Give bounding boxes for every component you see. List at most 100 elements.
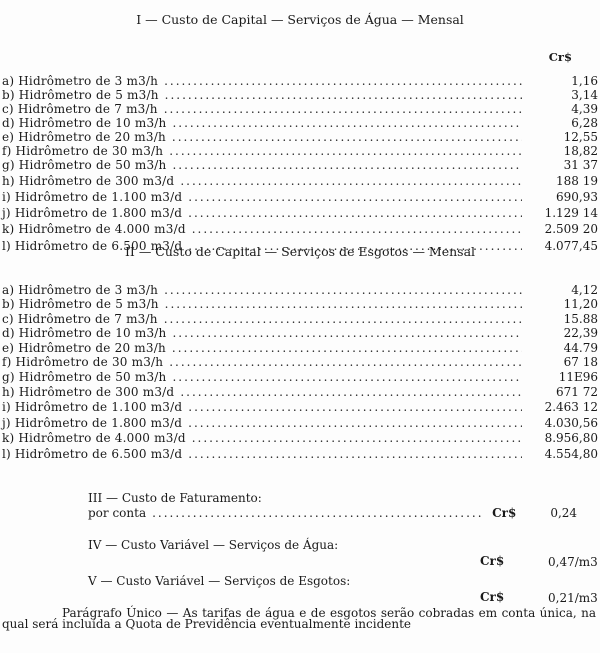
section-2-title: II — Custo de Capital — Serviços de Esgo…	[124, 244, 476, 259]
row-label: d) Hidrômetro de 10 m3/h	[2, 116, 167, 130]
table-row: e) Hidrômetro de 20 m3/h 12,55	[2, 130, 598, 145]
leader-dots	[164, 283, 522, 297]
paragraph-unico: Parágrafo Único — As tarifas de água e d…	[2, 606, 596, 631]
leader-dots	[165, 297, 522, 311]
row-value: 44.79	[563, 341, 598, 355]
row-label: e) Hidrômetro de 20 m3/h	[2, 341, 166, 355]
section-3-label: por conta	[88, 506, 147, 520]
table-row: c) Hidrômetro de 7 m3/h 4,39	[2, 102, 598, 117]
table-row: b) Hidrômetro de 5 m3/h 11,20	[2, 297, 598, 312]
table-row: c) Hidrômetro de 7 m3/h 15.88	[2, 312, 598, 327]
section-5-currency: Cr$	[480, 590, 505, 604]
table-row: e) Hidrômetro de 20 m3/h 44.79	[2, 341, 598, 356]
leader-dots	[172, 370, 522, 384]
row-label: h) Hidrômetro de 300 m3/d	[2, 385, 175, 399]
row-value: 690,93	[556, 190, 598, 204]
row-label: f) Hidrômetro de 30 m3/h	[2, 355, 164, 369]
leader-dots	[188, 190, 522, 204]
row-label: h) Hidrômetro de 300 m3/d	[2, 174, 175, 188]
section-4-currency: Cr$	[480, 554, 505, 568]
leader-dots	[188, 206, 522, 220]
row-label: l) Hidrômetro de 6.500 m3/d	[2, 239, 183, 253]
row-value: 31 37	[563, 158, 598, 172]
row-label: b) Hidrômetro de 5 m3/h	[2, 297, 159, 311]
row-label: j) Hidrômetro de 1.800 m3/d	[2, 416, 183, 430]
leader-dots	[192, 431, 522, 445]
section-3-row: por conta ..............................…	[88, 506, 578, 520]
leader-dots	[164, 102, 522, 116]
section-5-value: 0,21/m3	[548, 591, 598, 605]
row-value: 11,20	[563, 297, 598, 311]
section-3-value: 0,24	[550, 506, 578, 520]
section-4-title: IV — Custo Variável — Serviços de Água:	[88, 538, 339, 552]
row-label: c) Hidrômetro de 7 m3/h	[2, 312, 158, 326]
table-row: j) Hidrômetro de 1.800 m3/d 4.030,56	[2, 416, 598, 431]
row-label: e) Hidrômetro de 20 m3/h	[2, 130, 166, 144]
row-label: g) Hidrômetro de 50 m3/h	[2, 370, 167, 384]
table-row: g) Hidrômetro de 50 m3/h 31 37	[2, 158, 598, 173]
row-label: g) Hidrômetro de 50 m3/h	[2, 158, 167, 172]
row-value: 4.030,56	[544, 416, 598, 430]
row-label: b) Hidrômetro de 5 m3/h	[2, 88, 159, 102]
table-row: i) Hidrômetro de 1.100 m3/d 2.463 12	[2, 400, 598, 415]
leader-dots	[188, 416, 522, 430]
currency-header: Cr$	[548, 50, 572, 64]
table-row: l) Hidrômetro de 6.500 m3/d 4.554,80	[2, 447, 598, 462]
table-row: h) Hidrômetro de 300 m3/d 188 19	[2, 174, 598, 189]
table-row: d) Hidrômetro de 10 m3/h 22,39	[2, 326, 598, 341]
row-value: 2.463 12	[544, 400, 598, 414]
row-label: l) Hidrômetro de 6.500 m3/d	[2, 447, 183, 461]
section-3-title: III — Custo de Faturamento:	[88, 491, 262, 505]
leader-dots	[172, 130, 522, 144]
leader-dots	[169, 144, 522, 158]
row-value: 11E96	[558, 370, 598, 384]
row-label: j) Hidrômetro de 1.800 m3/d	[2, 206, 183, 220]
leader-dots	[180, 385, 522, 399]
row-label: d) Hidrômetro de 10 m3/h	[2, 326, 167, 340]
row-value: 671 72	[556, 385, 598, 399]
row-value: 67 18	[563, 355, 598, 369]
leader-dots	[172, 116, 522, 130]
table-row: b) Hidrômetro de 5 m3/h 3,14	[2, 88, 598, 103]
row-value: 4,12	[571, 283, 598, 297]
row-value: 3,14	[571, 88, 598, 102]
row-label: k) Hidrômetro de 4.000 m3/d	[2, 431, 186, 445]
row-value: 1.129 14	[544, 206, 598, 220]
table-row: j) Hidrômetro de 1.800 m3/d 1.129 14	[2, 206, 598, 221]
row-label: a) Hidrômetro de 3 m3/h	[2, 74, 159, 88]
row-label: i) Hidrômetro de 1.100 m3/d	[2, 400, 183, 414]
row-value: 1,16	[571, 74, 598, 88]
row-value: 12,55	[563, 130, 598, 144]
table-row: k) Hidrômetro de 4.000 m3/d 8.956,80	[2, 431, 598, 446]
leader-dots	[164, 312, 522, 326]
table-row: d) Hidrômetro de 10 m3/h 6,28	[2, 116, 598, 131]
table-row: a) Hidrômetro de 3 m3/h 4,12	[2, 283, 598, 298]
row-label: f) Hidrômetro de 30 m3/h	[2, 144, 164, 158]
table-row: g) Hidrômetro de 50 m3/h 11E96	[2, 370, 598, 385]
row-value: 8.956,80	[544, 431, 598, 445]
leader-dots	[172, 326, 522, 340]
row-value: 22,39	[563, 326, 598, 340]
table-row: h) Hidrômetro de 300 m3/d 671 72	[2, 385, 598, 400]
row-value: 188 19	[556, 174, 598, 188]
row-label: i) Hidrômetro de 1.100 m3/d	[2, 190, 183, 204]
row-label: k) Hidrômetro de 4.000 m3/d	[2, 222, 186, 236]
row-value: 4.077,45	[544, 239, 598, 253]
table-row: l) Hidrômetro de 6.500 m3/d 4.077,45	[2, 239, 598, 254]
table-row: f) Hidrômetro de 30 m3/h 67 18	[2, 355, 598, 370]
row-value: 18,82	[563, 144, 598, 158]
row-label: a) Hidrômetro de 3 m3/h	[2, 283, 159, 297]
section-4-value: 0,47/m3	[548, 555, 598, 569]
row-value: 15.88	[563, 312, 598, 326]
row-label: c) Hidrômetro de 7 m3/h	[2, 102, 158, 116]
leader-dots	[188, 447, 522, 461]
table-row: k) Hidrômetro de 4.000 m3/d 2.509 20	[2, 222, 598, 237]
section-3-currency: Cr$	[492, 506, 517, 520]
table-row: f) Hidrômetro de 30 m3/h 18,82	[2, 144, 598, 159]
row-value: 4,39	[571, 102, 598, 116]
leader-dots	[192, 222, 522, 236]
leader-dots	[172, 158, 522, 172]
row-value: 6,28	[571, 116, 598, 130]
leader-dots	[165, 88, 522, 102]
